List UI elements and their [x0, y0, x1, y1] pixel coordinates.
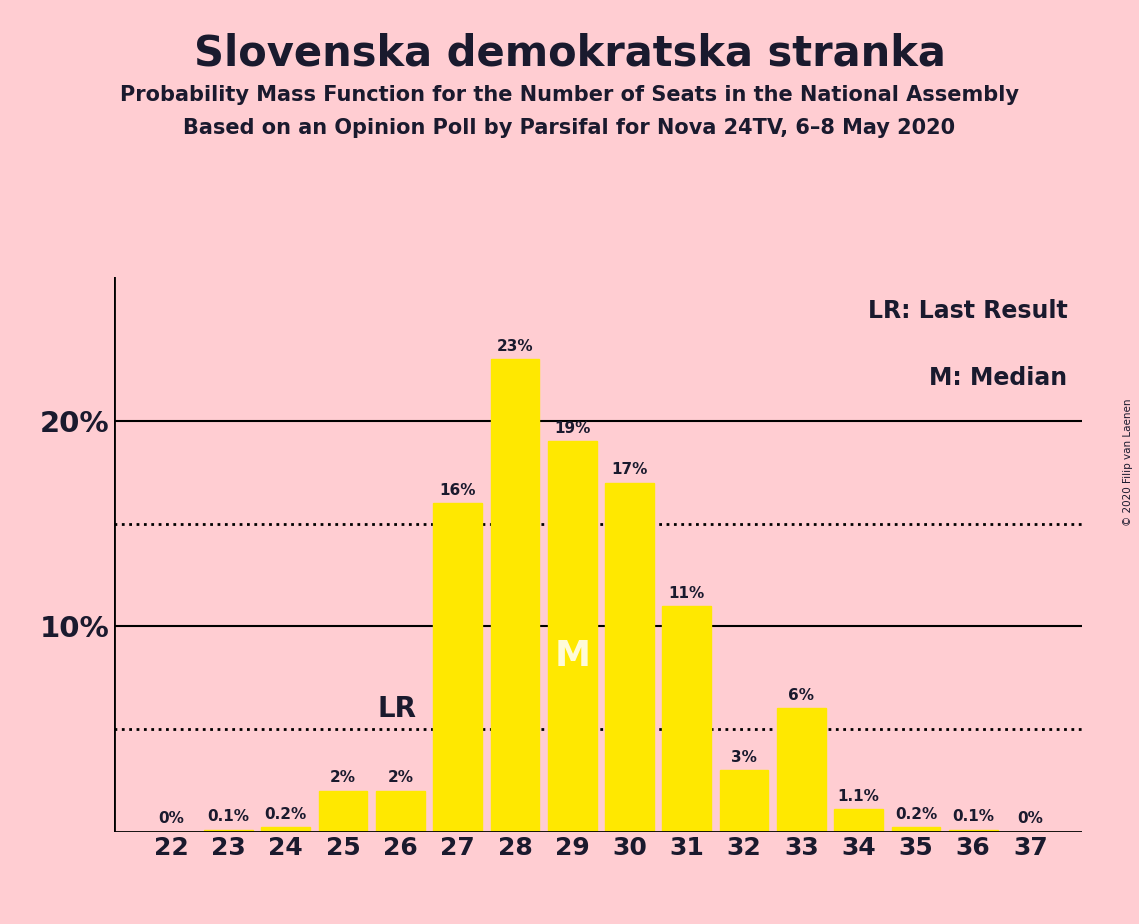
Bar — [433, 503, 482, 832]
Bar — [319, 791, 368, 832]
Text: Probability Mass Function for the Number of Seats in the National Assembly: Probability Mass Function for the Number… — [120, 85, 1019, 105]
Bar — [548, 442, 597, 832]
Bar — [376, 791, 425, 832]
Text: 2%: 2% — [330, 771, 357, 785]
Text: 1.1%: 1.1% — [837, 789, 879, 804]
Bar — [834, 809, 883, 832]
Text: Based on an Opinion Poll by Parsifal for Nova 24TV, 6–8 May 2020: Based on an Opinion Poll by Parsifal for… — [183, 118, 956, 139]
Text: 6%: 6% — [788, 688, 814, 703]
Bar — [777, 709, 826, 832]
Text: LR: Last Result: LR: Last Result — [868, 299, 1067, 323]
Text: 0.1%: 0.1% — [207, 809, 249, 824]
Text: 17%: 17% — [612, 462, 648, 478]
Text: 0.1%: 0.1% — [952, 809, 994, 824]
Bar — [262, 828, 310, 832]
Bar — [491, 359, 539, 832]
Text: 16%: 16% — [440, 483, 476, 498]
Text: LR: LR — [377, 695, 417, 723]
Text: 0.2%: 0.2% — [895, 808, 937, 822]
Text: 23%: 23% — [497, 339, 533, 354]
Text: 11%: 11% — [669, 586, 705, 601]
Text: 0%: 0% — [158, 811, 185, 826]
Bar — [949, 830, 998, 832]
Text: © 2020 Filip van Laenen: © 2020 Filip van Laenen — [1123, 398, 1133, 526]
Bar — [892, 828, 941, 832]
Text: Slovenska demokratska stranka: Slovenska demokratska stranka — [194, 32, 945, 74]
Text: 0%: 0% — [1017, 811, 1043, 826]
Bar — [720, 770, 769, 832]
Bar — [204, 830, 253, 832]
Text: 0.2%: 0.2% — [264, 808, 306, 822]
Text: 19%: 19% — [554, 421, 590, 436]
Text: 3%: 3% — [731, 750, 757, 765]
Text: M: Median: M: Median — [929, 366, 1067, 390]
Bar — [663, 606, 711, 832]
Text: 2%: 2% — [387, 771, 413, 785]
Text: M: M — [555, 639, 590, 673]
Bar — [605, 482, 654, 832]
